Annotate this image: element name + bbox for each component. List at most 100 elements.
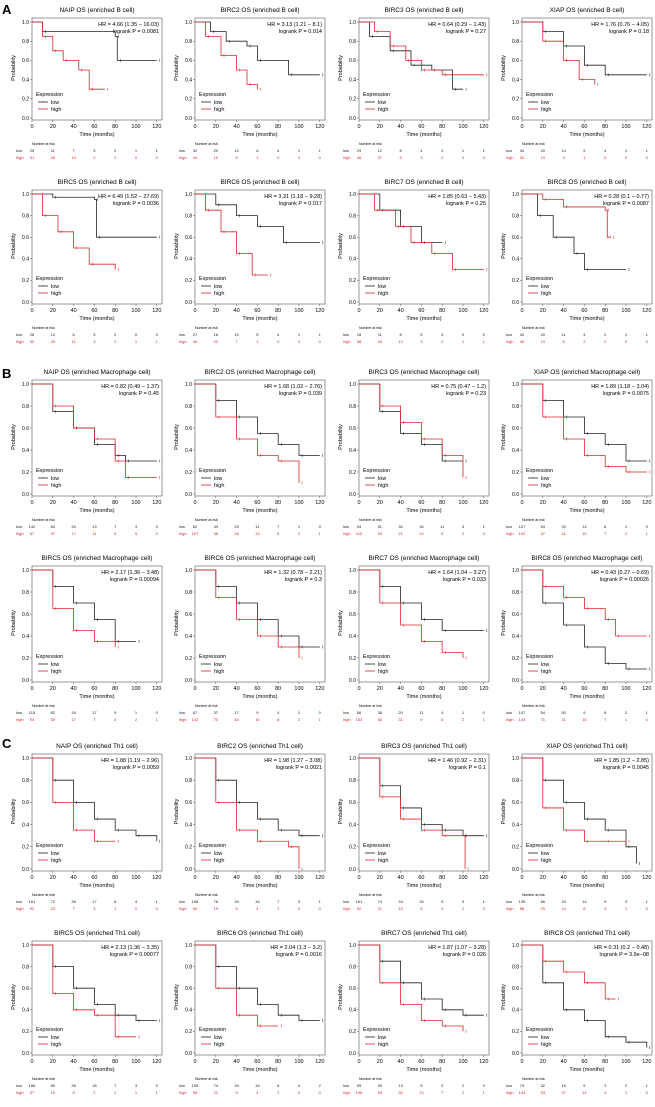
legend-low-label: low (214, 1035, 222, 1041)
y-axis-label: Probability (501, 55, 507, 81)
km-curve-high (32, 21, 105, 90)
risk-value-high: 12 (398, 339, 403, 344)
risk-row-label-high: high (506, 906, 514, 911)
risk-value-low: 56 (357, 710, 362, 715)
risk-row-label-high: high (506, 155, 514, 160)
risk-row-label-low: low (506, 332, 512, 337)
risk-value-high: 15 (51, 1090, 56, 1095)
risk-row-label-high: high (343, 339, 351, 344)
risk-value-high: 102 (519, 531, 526, 536)
plot-frame (194, 189, 326, 305)
x-tick-label: 60 (91, 1059, 97, 1065)
x-tick-label: 0 (193, 875, 196, 881)
risk-value-low: 74 (378, 899, 383, 904)
risk-value-low: 10 (234, 332, 239, 337)
section-label-c: C (2, 736, 12, 751)
risk-value-high: 2 (114, 155, 117, 160)
risk-value-high: 15 (582, 717, 587, 722)
risk-value-high: 7 (72, 906, 75, 911)
risk-value-low: 2 (625, 710, 628, 715)
y-tick-label: 0.8 (22, 213, 29, 219)
plot-frame (194, 379, 326, 497)
km-panel: BIRC2 OS (enriched Th1 cell) HR = 1.98 (1… (174, 743, 326, 911)
risk-value-high: 0 (319, 155, 322, 160)
risk-value-low: 3 (462, 524, 465, 529)
x-tick-label: 0 (520, 124, 523, 130)
y-tick-label: 0.8 (185, 590, 192, 596)
risk-value-low: 8 (399, 148, 402, 153)
risk-value-low: 161 (356, 899, 363, 904)
x-axis-label: Time (months) (242, 316, 277, 322)
y-tick-label: 0.2 (22, 1029, 29, 1035)
risk-value-high: 28 (378, 339, 383, 344)
y-axis-label: Probability (174, 233, 180, 259)
hazard-ratio: HR = 1.85 (0.63 − 5.43) (428, 194, 486, 200)
y-tick-label: 0.4 (185, 77, 192, 83)
risk-value-high: 21 (398, 531, 403, 536)
x-tick-label: 20 (377, 875, 383, 881)
legend-high-label: high (378, 483, 388, 489)
x-axis-label: Time (months) (406, 316, 441, 322)
risk-value-low: 30 (561, 524, 566, 529)
x-tick-label: 100 (131, 686, 140, 692)
risk-value-low: 2 (441, 1083, 444, 1088)
km-curve-high (359, 757, 466, 869)
x-tick-label: 0 (357, 875, 360, 881)
risk-value-high: 4 (256, 1090, 259, 1095)
x-tick-label: 60 (581, 686, 587, 692)
risk-value-high: 10 (398, 906, 403, 911)
risk-value-low: 5 (420, 332, 423, 337)
x-axis-label: Time (months) (406, 508, 441, 514)
x-tick-label: 40 (561, 686, 567, 692)
legend-high-label: high (378, 291, 388, 297)
km-panel: BIRC6 OS (enriched Macrophage cell) HR = … (174, 555, 326, 722)
risk-value-low: 1 (646, 148, 649, 153)
legend-low-label: low (378, 851, 386, 857)
x-axis-label: Time (months) (242, 883, 277, 889)
risk-value-low: 12 (234, 148, 239, 153)
risk-value-low: 5 (441, 899, 444, 904)
risk-value-low: 6 (256, 148, 259, 153)
risk-row-label-low: low (179, 524, 185, 529)
km-curve-high (32, 944, 136, 1038)
risk-row-label-low: low (343, 332, 349, 337)
y-tick-label: 0.2 (349, 656, 356, 662)
risk-value-high: 1 (319, 531, 322, 536)
x-axis-label: Time (months) (406, 694, 441, 700)
risk-value-high: 58 (214, 531, 219, 536)
risk-value-high: 144 (519, 1090, 526, 1095)
x-tick-label: 100 (294, 875, 303, 881)
risk-value-low: 37 (214, 710, 219, 715)
legend-low-label: low (378, 284, 386, 290)
risk-value-high: 60 (378, 717, 383, 722)
risk-value-high: 63 (378, 1090, 383, 1095)
km-panel: BIRC7 OS (enriched B cell) HR = 1.85 (0.6… (338, 179, 490, 344)
risk-table-title: Number at risk (522, 326, 545, 330)
legend-high-label: high (51, 858, 61, 864)
hazard-ratio: HR = 1.68 (1.02 − 2.76) (264, 384, 322, 390)
risk-value-high: 8 (277, 717, 280, 722)
y-tick-label: 0.4 (512, 448, 519, 454)
risk-value-low: 186 (29, 1083, 36, 1088)
x-tick-label: 100 (131, 1059, 140, 1065)
risk-value-low: 1 (625, 148, 628, 153)
risk-value-low: 62 (193, 524, 198, 529)
risk-value-high: 2 (441, 155, 444, 160)
x-tick-label: 20 (377, 500, 383, 506)
x-tick-label: 20 (377, 686, 383, 692)
risk-value-high: 6 (562, 339, 565, 344)
legend-high-label: high (541, 107, 551, 113)
risk-value-low: 5 (583, 1083, 586, 1088)
logrank-p: logrank P = 0.026 (443, 952, 486, 958)
y-axis-label: Probability (174, 798, 180, 824)
plot-frame (31, 753, 163, 872)
risk-table-title: Number at risk (359, 704, 382, 708)
legend-high-label: high (51, 1042, 61, 1048)
risk-value-low: 1 (298, 332, 301, 337)
logrank-p: logrank P = 0.18 (609, 29, 649, 35)
risk-value-high: 0 (298, 155, 301, 160)
risk-value-high: 0 (646, 1090, 649, 1095)
legend-high-label: high (541, 669, 551, 675)
risk-value-high: 47 (541, 531, 546, 536)
